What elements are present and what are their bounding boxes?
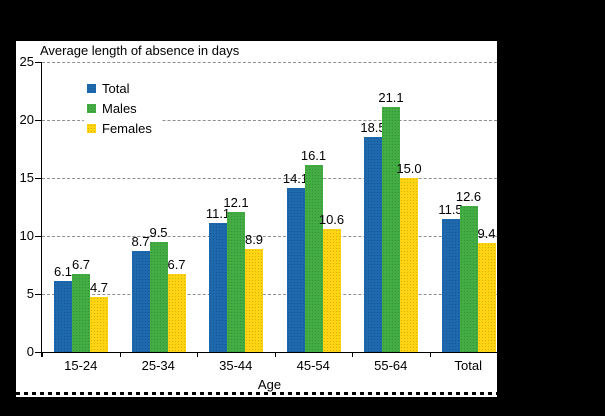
- y-tick-label-20: 20: [19, 112, 34, 127]
- x-axis-title: Age: [257, 377, 282, 392]
- y-tickmark-25: [35, 62, 42, 63]
- bar-value-label-females-35-44: 8.9: [244, 231, 264, 247]
- legend-swatch-females-icon: [87, 123, 96, 133]
- page-break-dashed-line: [16, 392, 497, 395]
- bar-value-label-females-15-24: 4.7: [89, 280, 109, 296]
- legend-item-total: Total: [87, 78, 152, 98]
- bar-value-label-males-25-34: 9.5: [149, 224, 168, 240]
- legend-item-males: Males: [87, 98, 152, 118]
- x-tickmark-2: [197, 353, 198, 357]
- y-tick-label-0: 0: [26, 344, 34, 359]
- y-tick-label-5: 5: [26, 286, 34, 301]
- gridline-15: [42, 178, 497, 179]
- legend-item-females: Females: [87, 118, 152, 138]
- bar-females-total: [477, 242, 496, 352]
- x-tick-label-15-24: 15-24: [64, 358, 98, 373]
- bar-value-label-total-15-24: 6.1: [53, 264, 73, 280]
- bar-males-total: [459, 205, 478, 352]
- gridline-25: [42, 62, 497, 63]
- bar-value-label-males-15-24: 6.7: [71, 257, 91, 273]
- bar-males-45-54: [304, 165, 323, 352]
- bar-females-35-44: [245, 248, 263, 352]
- chart-title: Average length of absence in days: [40, 43, 240, 58]
- bar-total-55-64: [364, 137, 382, 352]
- x-axis-line: [41, 352, 497, 353]
- gridline-20: [42, 120, 497, 121]
- y-tick-label-15: 15: [19, 170, 34, 185]
- bar-males-15-24: [72, 274, 90, 352]
- bar-males-25-34: [149, 241, 168, 352]
- x-tick-label-25-34: 25-34: [141, 358, 175, 373]
- x-tickmark-5: [429, 353, 431, 357]
- legend-swatch-total-icon: [87, 83, 96, 93]
- bar-total-35-44: [209, 223, 227, 352]
- bar-value-label-males-55-64: 21.1: [378, 90, 404, 106]
- x-tickmark-3: [274, 353, 276, 357]
- bar-value-label-males-45-54: 16.1: [300, 148, 327, 164]
- chart-panel: Average length of absence in days 0 5 10 15…: [16, 41, 497, 397]
- bar-value-label-total-45-54: 14.1: [282, 171, 309, 187]
- bar-females-25-34: [167, 274, 186, 352]
- y-tickmark-0: [35, 352, 42, 353]
- bar-value-label-females-25-34: 6.7: [167, 257, 186, 273]
- bar-females-55-64: [400, 178, 418, 352]
- gridline-10: [42, 236, 497, 237]
- y-axis-line: [41, 62, 42, 357]
- y-tick-label-25: 25: [19, 54, 34, 69]
- y-tickmark-20: [35, 120, 42, 121]
- bar-total-15-24: [54, 281, 72, 352]
- bar-females-15-24: [90, 297, 108, 352]
- y-tickmark-15: [35, 178, 42, 179]
- legend: Total Males Females: [84, 77, 162, 139]
- bar-value-label-total-55-64: 18.5: [360, 120, 386, 136]
- legend-label-total: Total: [102, 80, 130, 96]
- bar-value-label-total-total: 11.5: [438, 201, 463, 217]
- x-tickmark-1: [119, 353, 121, 357]
- plot-area: 0 5 10 15 20 25 6.1 6.7 4.7 15-24 8.7 9.5 6.7 25-34 11…: [20, 54, 497, 373]
- bar-value-label-females-total: 9.4: [477, 225, 496, 241]
- bar-value-label-males-35-44: 12.1: [223, 194, 249, 210]
- y-tick-label-10: 10: [19, 228, 34, 243]
- bar-value-label-females-45-54: 10.6: [318, 212, 345, 228]
- gridline-5: [42, 294, 497, 295]
- bar-males-35-44: [227, 211, 245, 352]
- bar-total-45-54: [286, 188, 305, 352]
- x-tick-label-35-44: 35-44: [219, 358, 253, 373]
- legend-label-males: Males: [102, 100, 137, 116]
- bar-value-label-total-35-44: 11.1: [205, 206, 231, 222]
- x-tick-label-total: Total: [454, 358, 482, 373]
- x-tick-label-55-64: 55-64: [374, 358, 408, 373]
- bar-total-25-34: [131, 251, 150, 352]
- legend-label-females: Females: [102, 120, 152, 136]
- x-tick-label-45-54: 45-54: [296, 358, 330, 373]
- bar-females-45-54: [322, 229, 341, 352]
- bar-total-total: [441, 218, 460, 352]
- legend-swatch-males-icon: [87, 103, 96, 113]
- bar-males-55-64: [382, 107, 400, 352]
- bar-value-label-females-55-64: 15.0: [396, 161, 422, 176]
- bar-value-label-males-total: 12.6: [455, 188, 482, 204]
- bar-value-label-total-25-34: 8.7: [131, 234, 150, 250]
- x-tickmark-0: [42, 353, 43, 357]
- x-tickmark-4: [352, 353, 353, 357]
- y-tickmark-5: [35, 294, 42, 295]
- y-tickmark-10: [35, 236, 42, 237]
